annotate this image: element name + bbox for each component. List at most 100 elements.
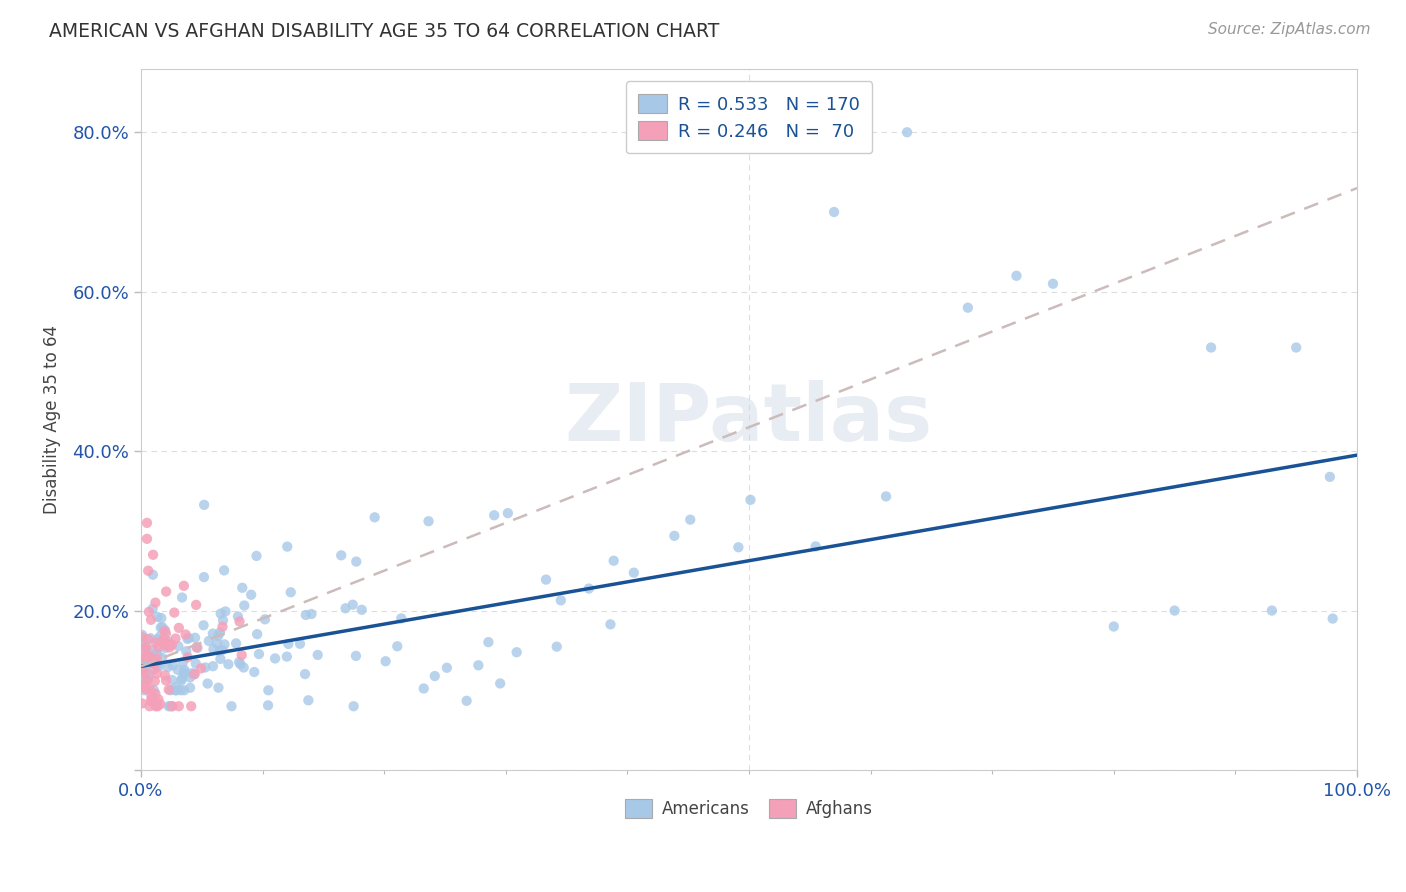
Point bbox=[146, 610, 169, 624]
Point bbox=[132, 640, 155, 655]
Point bbox=[132, 666, 155, 681]
Point bbox=[482, 508, 505, 523]
Point bbox=[145, 656, 167, 670]
Point bbox=[141, 694, 163, 708]
Point bbox=[142, 683, 165, 698]
Point bbox=[875, 490, 897, 504]
Point bbox=[153, 668, 176, 682]
Point bbox=[142, 548, 165, 562]
Point bbox=[157, 699, 180, 714]
Point bbox=[232, 660, 254, 674]
Point bbox=[153, 624, 176, 638]
Point bbox=[208, 625, 231, 640]
Point bbox=[145, 651, 167, 665]
Point bbox=[138, 648, 160, 663]
Point bbox=[727, 541, 749, 555]
Point bbox=[160, 699, 183, 714]
Point bbox=[1322, 611, 1344, 625]
Point bbox=[231, 581, 253, 595]
Point bbox=[205, 636, 228, 650]
Point bbox=[134, 667, 156, 681]
Point bbox=[186, 640, 208, 655]
Point bbox=[225, 636, 247, 650]
Point bbox=[505, 645, 527, 659]
Point bbox=[294, 667, 316, 681]
Point bbox=[193, 618, 215, 632]
Point bbox=[342, 699, 364, 714]
Point bbox=[131, 654, 153, 668]
Point bbox=[135, 678, 157, 692]
Point bbox=[136, 671, 159, 685]
Point bbox=[157, 634, 180, 648]
Point bbox=[1261, 603, 1284, 617]
Point bbox=[804, 540, 827, 554]
Point bbox=[138, 605, 160, 619]
Point bbox=[177, 650, 200, 665]
Point bbox=[152, 633, 174, 648]
Point bbox=[956, 301, 979, 315]
Point bbox=[132, 646, 155, 660]
Point bbox=[131, 650, 153, 665]
Point bbox=[136, 532, 159, 546]
Point bbox=[143, 695, 166, 709]
Point bbox=[179, 681, 201, 695]
Point bbox=[578, 582, 600, 596]
Point bbox=[145, 666, 167, 681]
Point bbox=[387, 640, 409, 654]
Point bbox=[896, 125, 918, 139]
Point bbox=[214, 637, 236, 651]
Point bbox=[132, 677, 155, 691]
Point bbox=[179, 671, 201, 685]
Point bbox=[142, 567, 165, 582]
Point bbox=[139, 648, 162, 663]
Point bbox=[167, 621, 190, 635]
Text: AMERICAN VS AFGHAN DISABILITY AGE 35 TO 64 CORRELATION CHART: AMERICAN VS AFGHAN DISABILITY AGE 35 TO … bbox=[49, 22, 720, 41]
Point bbox=[131, 697, 153, 711]
Point bbox=[436, 661, 458, 675]
Point bbox=[148, 660, 170, 674]
Point bbox=[180, 666, 202, 681]
Point bbox=[155, 640, 177, 655]
Point bbox=[174, 644, 197, 658]
Point bbox=[131, 679, 153, 693]
Point bbox=[602, 554, 624, 568]
Point bbox=[496, 506, 519, 520]
Point bbox=[297, 693, 319, 707]
Point bbox=[201, 626, 224, 640]
Point bbox=[155, 584, 177, 599]
Point bbox=[228, 655, 250, 669]
Point bbox=[163, 606, 186, 620]
Point bbox=[132, 657, 155, 672]
Point bbox=[211, 620, 233, 634]
Point bbox=[344, 555, 367, 569]
Point bbox=[212, 613, 235, 627]
Point bbox=[159, 699, 181, 714]
Point bbox=[145, 596, 167, 610]
Point bbox=[623, 566, 645, 580]
Point bbox=[155, 673, 177, 688]
Point bbox=[176, 632, 198, 646]
Point bbox=[132, 662, 155, 676]
Point bbox=[823, 205, 845, 219]
Point bbox=[136, 655, 159, 669]
Point bbox=[307, 648, 329, 662]
Point bbox=[209, 652, 232, 666]
Point bbox=[146, 632, 169, 646]
Point bbox=[173, 666, 195, 681]
Point bbox=[131, 633, 153, 648]
Point bbox=[160, 638, 183, 652]
Point bbox=[135, 681, 157, 696]
Point bbox=[155, 627, 177, 641]
Point bbox=[146, 648, 169, 662]
Point bbox=[145, 648, 167, 663]
Point bbox=[257, 698, 280, 713]
Point bbox=[276, 649, 298, 664]
Point bbox=[295, 607, 318, 622]
Point bbox=[145, 646, 167, 660]
Point bbox=[245, 549, 267, 563]
Point bbox=[141, 643, 163, 657]
Point bbox=[173, 663, 195, 677]
Point bbox=[152, 620, 174, 634]
Point bbox=[288, 637, 311, 651]
Y-axis label: Disability Age 35 to 64: Disability Age 35 to 64 bbox=[44, 325, 60, 514]
